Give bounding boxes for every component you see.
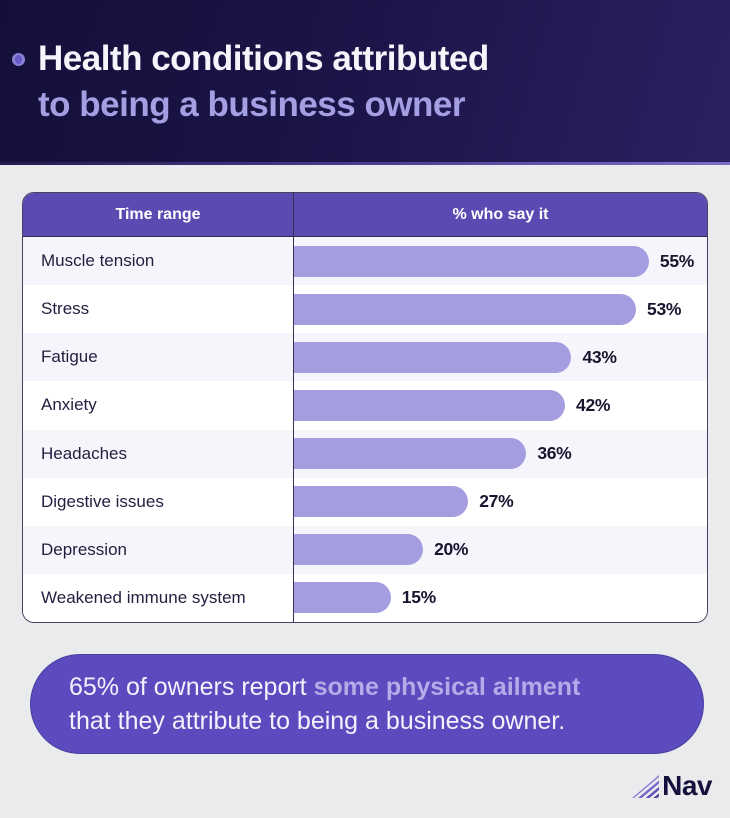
nav-logo-triangle-icon: [632, 774, 660, 798]
banner-line-1: 65% of owners report some physical ailme…: [69, 670, 703, 704]
page-title: Health conditions attributed to being a …: [38, 36, 489, 128]
callout-banner: 65% of owners report some physical ailme…: [30, 654, 704, 754]
nav-logo: Nav: [632, 770, 712, 802]
column-header-percent: % who say it: [452, 205, 549, 223]
bar-anxiety: [294, 389, 566, 421]
row-label: Fatigue: [23, 333, 294, 382]
table-row: Fatigue 43%: [23, 333, 707, 382]
bar-muscle-tension: [294, 245, 649, 277]
page-header: Health conditions attributed to being a …: [0, 0, 730, 165]
column-header-time-range: Time range: [23, 193, 294, 236]
row-bar-cell: 15%: [294, 574, 707, 622]
row-label: Stress: [23, 285, 294, 334]
bar-value-label: 36%: [537, 443, 572, 464]
bar-fatigue: [294, 341, 572, 373]
health-conditions-table: Time range % who say it Muscle tension 5…: [22, 192, 708, 623]
bar-headaches: [294, 438, 527, 470]
bar-value-label: 42%: [576, 394, 611, 415]
table-row: Weakened immune system 15%: [23, 573, 707, 622]
row-label: Weakened immune system: [23, 573, 294, 622]
row-label: Anxiety: [23, 381, 294, 430]
bar-value-label: 55%: [659, 250, 695, 271]
row-bar-cell: 42%: [294, 381, 707, 429]
row-bar-cell: 55%: [294, 237, 707, 285]
bar-value-label: 20%: [434, 539, 469, 560]
table-row: Digestive issues 27%: [23, 477, 707, 526]
table-row: Depression 20%: [23, 525, 707, 574]
bar-digestive-issues: [294, 486, 469, 518]
bar-weakened-immune-system: [294, 582, 391, 614]
bar-value-label: 43%: [582, 346, 617, 367]
table-row: Anxiety 42%: [23, 381, 707, 430]
row-label: Depression: [23, 525, 294, 574]
bar-value-label: 53%: [647, 298, 682, 319]
banner-line-2: that they attribute to being a business …: [69, 707, 566, 735]
page-title-line-1: Health conditions attributed: [38, 39, 489, 78]
header-divider: [0, 162, 730, 165]
page-title-line-2: to being a business owner: [38, 85, 466, 124]
row-bar-cell: 53%: [294, 285, 707, 333]
nav-logo-text: Nav: [662, 770, 712, 801]
banner-highlight: some physical ailment: [313, 673, 581, 701]
row-label: Headaches: [23, 429, 294, 478]
row-bar-cell: 43%: [294, 333, 707, 381]
row-bar-cell: 27%: [294, 478, 707, 526]
table-row: Headaches 36%: [23, 429, 707, 478]
banner-text-start: 65% of owners report: [69, 673, 314, 701]
table-row: Muscle tension 55%: [23, 237, 707, 286]
row-bar-cell: 36%: [294, 430, 707, 478]
row-label: Muscle tension: [23, 237, 294, 286]
bullet-icon: [12, 53, 25, 66]
row-bar-cell: 20%: [294, 526, 707, 574]
bullet-core-dot: [15, 55, 22, 64]
table-row: Stress 53%: [23, 285, 707, 334]
bar-depression: [294, 534, 424, 566]
bar-stress: [294, 293, 637, 325]
table-header-row: Time range % who say it: [23, 193, 707, 237]
bar-value-label: 27%: [479, 491, 514, 512]
row-label: Digestive issues: [23, 477, 294, 526]
bar-value-label: 15%: [401, 587, 436, 608]
